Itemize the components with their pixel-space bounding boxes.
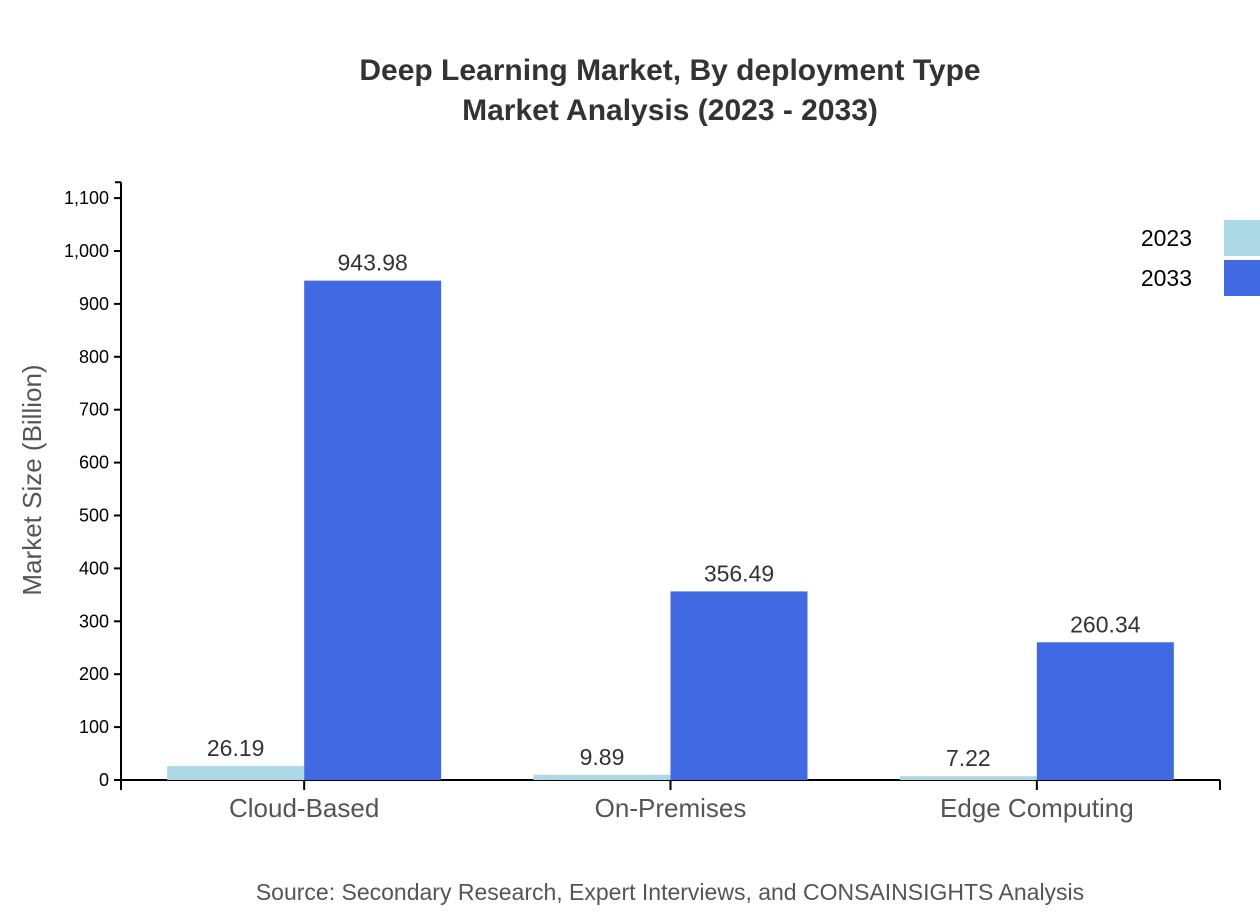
bar-2033	[304, 280, 442, 780]
bar-2033	[670, 591, 808, 780]
x-tick-label: On-Premises	[595, 793, 747, 823]
y-tick-label: 100	[79, 717, 109, 737]
x-axis: Cloud-Based On-Premises Edge Computing	[120, 779, 1221, 823]
y-tick-label: 1,100	[64, 188, 109, 208]
data-label: 260.34	[1070, 611, 1141, 637]
y-tick-label: 900	[79, 294, 109, 314]
y-tick-label: 0	[99, 770, 109, 790]
legend: 2023 2033	[1141, 220, 1260, 296]
data-label: 26.19	[207, 735, 265, 761]
x-tick-label: Edge Computing	[940, 793, 1134, 823]
y-axis: 0 100 200 300 400 500 600 700 800 900 1,000 1,100	[64, 181, 122, 790]
data-label: 356.49	[704, 560, 774, 586]
y-tick-label: 700	[79, 400, 109, 420]
chart-title: Deep Learning Market, By deployment Type	[359, 54, 980, 87]
y-tick-label: 200	[79, 664, 109, 684]
legend-swatch	[1224, 260, 1260, 296]
x-tick-label: Cloud-Based	[229, 793, 379, 823]
source-note: Source: Secondary Research, Expert Inter…	[256, 879, 1084, 905]
data-label: 9.89	[580, 744, 625, 770]
bar-2023	[533, 774, 671, 780]
data-label: 7.22	[946, 745, 991, 771]
data-label: 943.98	[337, 250, 407, 276]
y-tick-label: 800	[79, 347, 109, 367]
bar-2023	[167, 766, 305, 780]
legend-label: 2023	[1141, 225, 1192, 251]
bar-2033	[1036, 642, 1174, 780]
legend-label: 2033	[1141, 265, 1192, 291]
bars: 26.19 943.98 9.89 356.49 7.22 260.34	[167, 250, 1174, 780]
y-axis-label: Market Size (Billion)	[17, 364, 47, 595]
y-tick-label: 500	[79, 506, 109, 526]
y-tick-label: 600	[79, 453, 109, 473]
y-tick-label: 400	[79, 558, 109, 578]
y-tick-label: 1,000	[64, 241, 109, 261]
legend-swatch	[1224, 220, 1260, 256]
y-tick-label: 300	[79, 611, 109, 631]
bar-2023	[899, 776, 1037, 780]
chart-subtitle: Market Analysis (2023 - 2033)	[462, 94, 878, 127]
